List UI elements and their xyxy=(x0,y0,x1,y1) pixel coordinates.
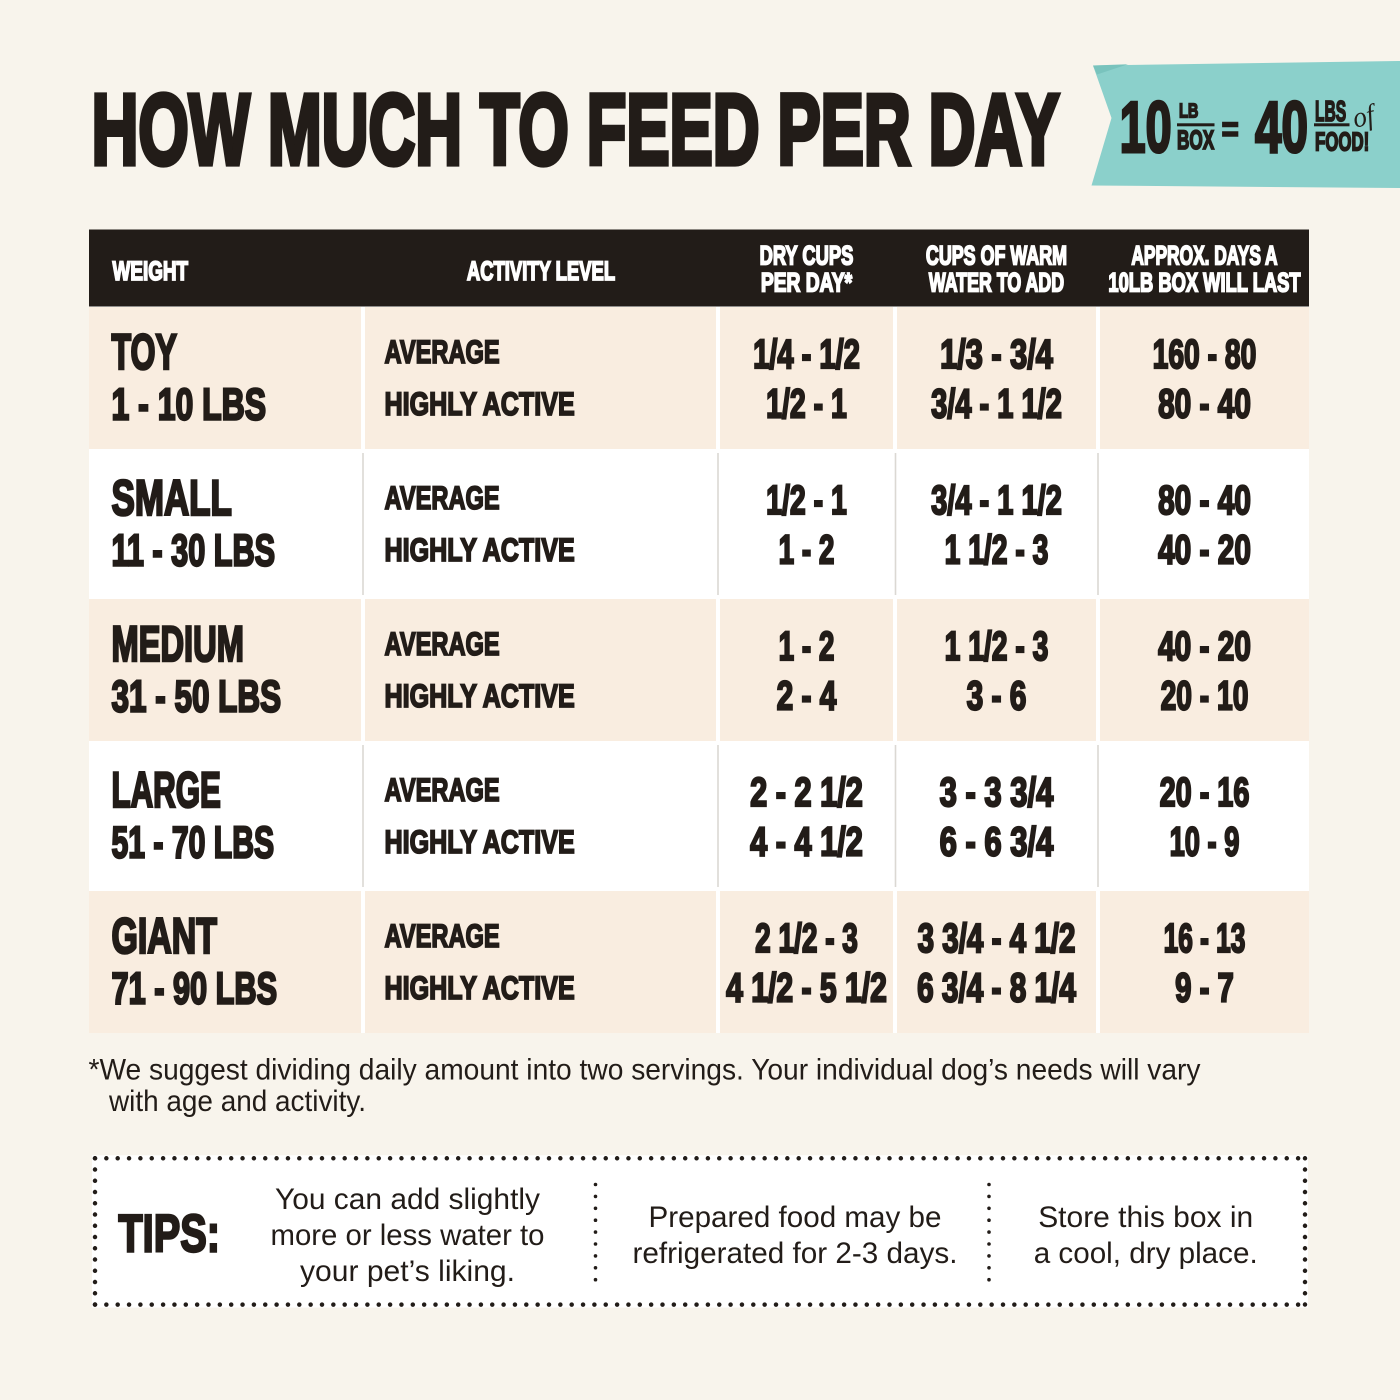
svg-text:1 - 2: 1 - 2 xyxy=(779,623,835,669)
svg-text:2 - 4: 2 - 4 xyxy=(777,672,837,718)
svg-text:TOY: TOY xyxy=(112,324,177,380)
svg-text:4 - 4 1/2: 4 - 4 1/2 xyxy=(750,818,863,864)
svg-text:2 1/2 - 3: 2 1/2 - 3 xyxy=(755,915,858,961)
svg-text:AVERAGE: AVERAGE xyxy=(385,771,500,808)
svg-text:6 - 6 3/4: 6 - 6 3/4 xyxy=(940,818,1054,864)
svg-text:WEIGHT: WEIGHT xyxy=(113,256,189,286)
svg-text:refrigerated for 2-3 days.: refrigerated for 2-3 days. xyxy=(633,1237,958,1270)
svg-text:20 - 10: 20 - 10 xyxy=(1161,672,1249,718)
svg-text:CUPS OF WARM: CUPS OF WARM xyxy=(926,240,1067,270)
svg-text:MEDIUM: MEDIUM xyxy=(112,616,244,672)
svg-text:LARGE: LARGE xyxy=(112,762,221,818)
svg-text:1 1/2 - 3: 1 1/2 - 3 xyxy=(945,526,1049,572)
svg-text:APPROX. DAYS A: APPROX. DAYS A xyxy=(1131,240,1277,270)
svg-text:SMALL: SMALL xyxy=(112,470,232,526)
svg-text:with age and activity.: with age and activity. xyxy=(108,1085,366,1118)
svg-text:16 - 13: 16 - 13 xyxy=(1164,915,1246,961)
svg-text:LBS: LBS xyxy=(1315,96,1346,128)
svg-text:HIGHLY ACTIVE: HIGHLY ACTIVE xyxy=(385,969,575,1006)
svg-text:3/4 - 1 1/2: 3/4 - 1 1/2 xyxy=(931,477,1062,523)
svg-text:HOW MUCH TO FEED PER DAY: HOW MUCH TO FEED PER DAY xyxy=(92,74,1060,186)
svg-text:Prepared food may be: Prepared food may be xyxy=(649,1201,942,1234)
svg-text:160 - 80: 160 - 80 xyxy=(1153,331,1257,377)
svg-text:9 - 7: 9 - 7 xyxy=(1175,964,1234,1010)
svg-text:LB: LB xyxy=(1179,100,1198,123)
svg-text:a cool, dry place.: a cool, dry place. xyxy=(1034,1237,1258,1270)
svg-text:*We suggest dividing daily amo: *We suggest dividing daily amount into t… xyxy=(89,1053,1201,1086)
svg-text:40: 40 xyxy=(1255,87,1308,168)
svg-text:AVERAGE: AVERAGE xyxy=(385,479,500,516)
svg-text:1 - 2: 1 - 2 xyxy=(779,526,835,572)
svg-text:80 - 40: 80 - 40 xyxy=(1158,477,1251,523)
svg-text:HIGHLY ACTIVE: HIGHLY ACTIVE xyxy=(385,823,575,860)
svg-text:=: = xyxy=(1222,108,1239,149)
svg-text:3 - 6: 3 - 6 xyxy=(967,672,1027,718)
svg-text:71 - 90 LBS: 71 - 90 LBS xyxy=(112,964,278,1013)
svg-text:1/2 - 1: 1/2 - 1 xyxy=(766,477,847,523)
svg-text:Store this box in: Store this box in xyxy=(1038,1201,1253,1234)
svg-text:HIGHLY ACTIVE: HIGHLY ACTIVE xyxy=(385,531,575,568)
svg-text:AVERAGE: AVERAGE xyxy=(385,333,500,370)
svg-text:11 - 30 LBS: 11 - 30 LBS xyxy=(112,526,276,575)
svg-text:ACTIVITY LEVEL: ACTIVITY LEVEL xyxy=(467,256,615,286)
svg-text:3/4 - 1 1/2: 3/4 - 1 1/2 xyxy=(931,380,1062,426)
svg-text:40 - 20: 40 - 20 xyxy=(1158,526,1251,572)
svg-text:31 - 50 LBS: 31 - 50 LBS xyxy=(112,672,282,721)
svg-text:1/2 - 1: 1/2 - 1 xyxy=(766,380,847,426)
svg-text:your pet’s liking.: your pet’s liking. xyxy=(300,1255,515,1288)
svg-text:80 - 40: 80 - 40 xyxy=(1158,380,1251,426)
svg-text:10LB BOX WILL LAST: 10LB BOX WILL LAST xyxy=(1108,268,1300,298)
svg-text:6 3/4 - 8 1/4: 6 3/4 - 8 1/4 xyxy=(917,964,1076,1010)
svg-text:1/3 - 3/4: 1/3 - 3/4 xyxy=(940,331,1053,377)
svg-text:FOOD!: FOOD! xyxy=(1315,127,1369,157)
svg-text:WATER TO ADD: WATER TO ADD xyxy=(929,268,1064,298)
svg-text:more or less water to: more or less water to xyxy=(271,1219,545,1252)
svg-text:10 - 9: 10 - 9 xyxy=(1170,818,1240,864)
svg-text:TIPS:: TIPS: xyxy=(118,1204,220,1263)
svg-text:1/4 - 1/2: 1/4 - 1/2 xyxy=(753,331,860,377)
svg-text:You can add slightly: You can add slightly xyxy=(275,1183,540,1216)
svg-text:AVERAGE: AVERAGE xyxy=(385,917,500,954)
svg-text:HIGHLY ACTIVE: HIGHLY ACTIVE xyxy=(385,385,575,422)
svg-text:PER DAY*: PER DAY* xyxy=(761,268,853,298)
svg-text:4 1/2 - 5 1/2: 4 1/2 - 5 1/2 xyxy=(726,964,887,1010)
svg-text:3 - 3 3/4: 3 - 3 3/4 xyxy=(940,769,1054,815)
svg-text:2 - 2 1/2: 2 - 2 1/2 xyxy=(750,769,863,815)
svg-text:40 - 20: 40 - 20 xyxy=(1158,623,1251,669)
svg-text:1 1/2 - 3: 1 1/2 - 3 xyxy=(945,623,1049,669)
svg-text:51 - 70 LBS: 51 - 70 LBS xyxy=(112,818,275,867)
svg-text:20 - 16: 20 - 16 xyxy=(1160,769,1250,815)
svg-text:GIANT: GIANT xyxy=(112,908,217,964)
svg-text:1 - 10 LBS: 1 - 10 LBS xyxy=(112,380,267,429)
svg-text:DRY CUPS: DRY CUPS xyxy=(760,240,854,270)
svg-text:3 3/4 - 4 1/2: 3 3/4 - 4 1/2 xyxy=(918,915,1076,961)
svg-text:BOX: BOX xyxy=(1177,125,1214,155)
svg-text:HIGHLY ACTIVE: HIGHLY ACTIVE xyxy=(385,677,575,714)
svg-text:10: 10 xyxy=(1120,87,1172,168)
svg-text:AVERAGE: AVERAGE xyxy=(385,625,500,662)
